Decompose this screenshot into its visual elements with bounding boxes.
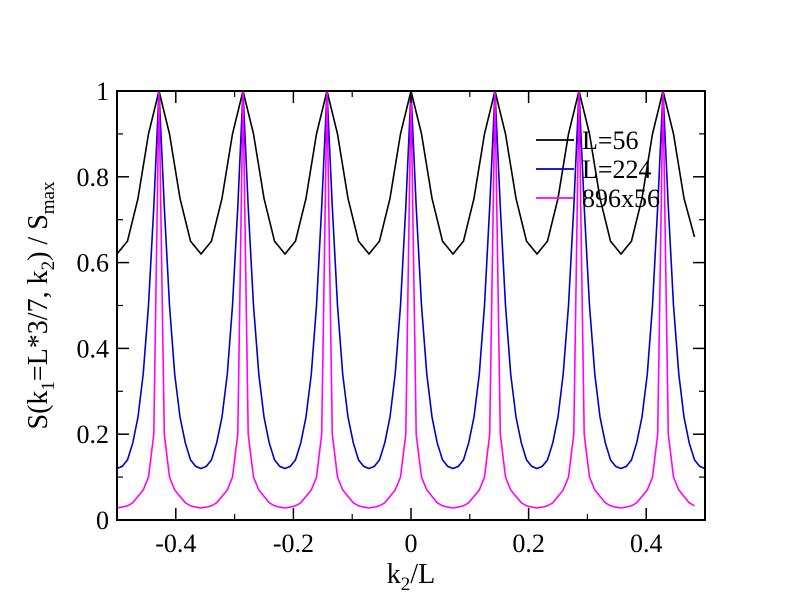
legend-label-1: L=56 — [582, 126, 639, 155]
legend-label-3: 896x56 — [582, 184, 660, 213]
y-tick-label: 0.8 — [77, 163, 110, 192]
x-tick-label: -0.4 — [155, 529, 196, 558]
x-tick-label: -0.2 — [273, 529, 314, 558]
y-tick-label: 0.2 — [77, 420, 110, 449]
legend-label-2: L=224 — [582, 155, 652, 184]
y-tick-label: 0.6 — [77, 249, 110, 278]
series-line-1 — [117, 90, 696, 256]
x-tick-label: 0.4 — [630, 529, 663, 558]
series-line-3 — [117, 90, 695, 509]
x-tick-label: 0 — [405, 529, 418, 558]
x-tick-label: 0.2 — [512, 529, 545, 558]
x-axis-ticks: -0.4 -0.2 0 0.2 0.4 — [116, 91, 706, 558]
y-tick-label: 1 — [96, 77, 109, 106]
y-axis-label: S(k1=L*3/7, k2) / Smax — [23, 181, 59, 429]
y-tick-label: 0 — [96, 506, 109, 535]
x-axis-label: k2/L — [387, 559, 435, 595]
y-axis-ticks: 0 0.2 0.4 0.6 0.8 1 — [77, 77, 705, 535]
y-tick-label: 0.4 — [77, 334, 110, 363]
